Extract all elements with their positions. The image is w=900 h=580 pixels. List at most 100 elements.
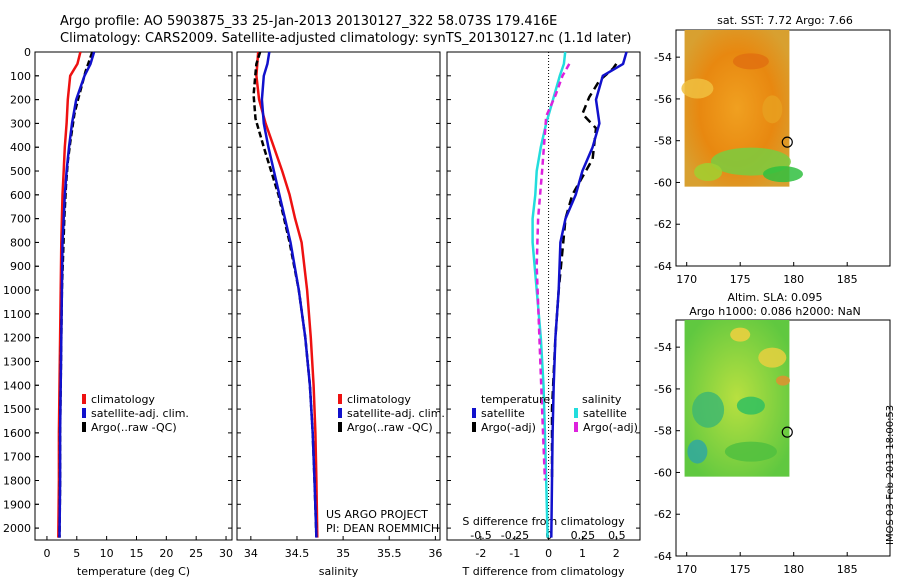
- credit-project: US ARGO PROJECT: [326, 508, 428, 521]
- depth-tick-label: 1600: [3, 427, 31, 440]
- sla-map-lat-label: -60: [654, 466, 672, 479]
- sla-map-lat-label: -54: [654, 341, 672, 354]
- depth-tick-label: 300: [10, 117, 31, 130]
- temperature-axis-tick-label: 15: [129, 547, 143, 560]
- sla-map-lat-label: -58: [654, 425, 672, 438]
- temperature-legend-item: climatology: [91, 393, 155, 406]
- sla-map-lon-label: 170: [676, 563, 697, 576]
- sla-map-field-patch: [758, 347, 787, 368]
- depth-tick-label: 400: [10, 141, 31, 154]
- difference-panel-frame: [446, 51, 641, 541]
- depth-tick-label: 600: [10, 189, 31, 202]
- depth-tick-label: 1400: [3, 379, 31, 392]
- sdiff-tick-label: -0.25: [501, 529, 529, 542]
- sla-map-field-patch: [776, 375, 790, 386]
- depth-tick-label: 900: [10, 260, 31, 273]
- sla-map-lat-label: -62: [654, 508, 672, 521]
- sla-map-lon-label: 175: [730, 563, 751, 576]
- sla-map-field-patch: [687, 439, 708, 464]
- depth-tick-label: 1900: [3, 498, 31, 511]
- sdiff-axis-label: S difference from climatology: [462, 515, 625, 528]
- sst-map-lon-label: 175: [730, 273, 751, 286]
- salinity-legend-swatch: [338, 408, 342, 418]
- salinity-panel-frame: [236, 51, 441, 541]
- temperature-axis-tick-label: 25: [189, 547, 203, 560]
- temperature-panel-frame: [34, 51, 233, 541]
- sst-map-field-patch: [681, 78, 714, 99]
- sst-map-lon-label: 185: [837, 273, 858, 286]
- sst-map-field-patch: [732, 53, 769, 70]
- depth-tick-label: 0: [24, 46, 31, 59]
- diff-legend-temp-item: Argo(-adj): [481, 421, 536, 434]
- temperature-axis-label: temperature (deg C): [77, 565, 190, 578]
- tdiff-axis-tick-label: 0: [545, 547, 552, 560]
- tdiff-axis-label: T difference from climatology: [462, 565, 625, 578]
- salinity-satellite-line: [260, 51, 318, 538]
- sst-map-lon-label: 170: [676, 273, 697, 286]
- tdiff-axis-tick-label: 1: [579, 547, 586, 560]
- salinity-climatology-line: [255, 51, 319, 538]
- salinity-axis-tick-label: 34: [244, 547, 258, 560]
- sdiff-tick-label: -0.5: [470, 529, 491, 542]
- depth-tick-label: 1200: [3, 332, 31, 345]
- sla-map-float-marker: [781, 426, 793, 438]
- header-line-2: Climatology: CARS2009. Satellite-adjuste…: [60, 31, 632, 46]
- depth-tick-label: 1100: [3, 308, 31, 321]
- diff-legend-temp-title: temperature: [481, 393, 550, 406]
- diff-legend-temp-swatch: [472, 408, 476, 418]
- sst-map-lat-label: -64: [654, 260, 672, 273]
- tdiff-axis-tick-label: -1: [509, 547, 520, 560]
- sla-map-field-patch: [730, 327, 751, 342]
- tdiff-axis-tick-label: -2: [475, 547, 486, 560]
- temperature-axis-tick-label: 5: [73, 547, 80, 560]
- sla-map-title-1: Altim. SLA: 0.095: [727, 291, 822, 304]
- depth-tick-label: 800: [10, 236, 31, 249]
- salinity-legend-item: climatology: [347, 393, 411, 406]
- temperature-axis-tick-label: 20: [159, 547, 173, 560]
- sst-map-lon-label: 180: [783, 273, 804, 286]
- tdiff-satellite-line: [550, 51, 628, 538]
- salinity-legend-swatch: [338, 394, 342, 404]
- sdiff-argo-line: [535, 63, 571, 481]
- temperature-argo-line: [58, 51, 94, 538]
- sla-map-lon-label: 180: [783, 563, 804, 576]
- sla-map-lat-label: -56: [654, 383, 672, 396]
- sst-map-lat-label: -60: [654, 176, 672, 189]
- temperature-satellite-line: [58, 51, 96, 538]
- sla-map-lon-label: 185: [837, 563, 858, 576]
- depth-tick-label: 500: [10, 165, 31, 178]
- temperature-legend-swatch: [82, 394, 86, 404]
- salinity-legend-item: Argo(..raw -QC): [347, 421, 433, 434]
- depth-tick-label: 200: [10, 94, 31, 107]
- sst-map-lat-label: -56: [654, 93, 672, 106]
- sst-map-field-patch: [762, 95, 783, 124]
- sdiff-tick-label: 0.25: [571, 529, 596, 542]
- temperature-legend-swatch: [82, 408, 86, 418]
- sdiff-satellite-line: [531, 51, 567, 538]
- depth-tick-label: 1800: [3, 474, 31, 487]
- diff-legend-sal-title: salinity: [582, 393, 622, 406]
- sdiff-tick-label: 0: [545, 529, 552, 542]
- sla-map-field-patch: [692, 391, 725, 428]
- temperature-legend-item: Argo(..raw -QC): [91, 421, 177, 434]
- temperature-axis-tick-label: 10: [100, 547, 114, 560]
- sla-map-field-patch: [736, 396, 765, 415]
- depth-tick-label: 1300: [3, 355, 31, 368]
- salinity-axis-label: salinity: [319, 565, 359, 578]
- depth-tick-label: 700: [10, 213, 31, 226]
- sst-map-lat-label: -62: [654, 218, 672, 231]
- depth-tick-label: 1700: [3, 451, 31, 464]
- footer-timestamp: IMOS 03-Feb-2013 18:00:53: [885, 405, 896, 545]
- depth-tick-label: 1500: [3, 403, 31, 416]
- diff-legend-sal-item: satellite: [583, 407, 627, 420]
- sst-map-title: sat. SST: 7.72 Argo: 7.66: [717, 14, 853, 27]
- temperature-legend-swatch: [82, 422, 86, 432]
- salinity-axis-tick-label: 35.5: [377, 547, 402, 560]
- diff-legend-temp-swatch: [472, 422, 476, 432]
- salinity-axis-tick-label: 34.5: [285, 547, 310, 560]
- depth-tick-label: 2000: [3, 522, 31, 535]
- depth-tick-label: 1000: [3, 284, 31, 297]
- diff-legend-sal-swatch: [574, 422, 578, 432]
- depth-tick-label: 100: [10, 70, 31, 83]
